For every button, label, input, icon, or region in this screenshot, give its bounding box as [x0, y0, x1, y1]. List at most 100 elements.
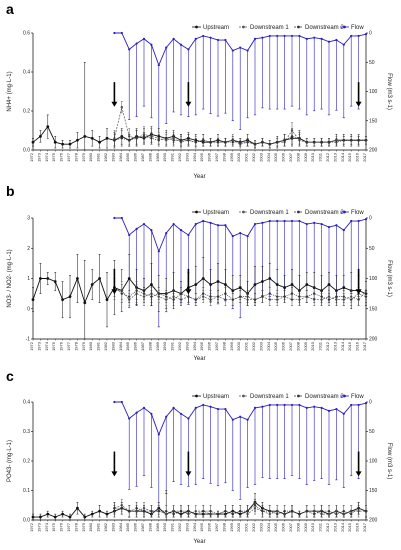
- flow-point: [335, 224, 338, 227]
- flow-point: [231, 418, 234, 421]
- x-tick-label: 1991: [170, 152, 175, 162]
- series-point-upstream: [105, 512, 109, 516]
- series-point-upstream: [231, 289, 235, 292]
- x-tick-label: 1983: [110, 341, 115, 351]
- flow-point: [231, 49, 234, 52]
- flow-point: [261, 36, 264, 39]
- flow-point: [165, 415, 168, 418]
- x-tick-label: 2011: [318, 522, 323, 531]
- series-point-downstream2: [128, 139, 131, 142]
- y-tick-label-right: 150: [369, 488, 378, 494]
- x-tick-label: 2008: [295, 341, 300, 351]
- y-tick-label: 0.6: [23, 31, 30, 37]
- flow-point: [194, 222, 197, 226]
- flow-point: [172, 37, 175, 40]
- x-tick-label: 1981: [96, 522, 101, 532]
- x-tick-label: 1981: [96, 341, 101, 351]
- x-tick-label: 2008: [295, 522, 300, 532]
- series-point-downstream2: [276, 512, 279, 516]
- series-point-downstream2: [179, 509, 183, 513]
- series-point-downstream2: [335, 512, 338, 516]
- series-point-downstream2: [290, 135, 294, 138]
- flow-point: [224, 407, 227, 411]
- x-tick-label: 2005: [273, 341, 278, 351]
- series-point-downstream2: [335, 141, 338, 144]
- flow-point: [120, 31, 123, 35]
- series-point-upstream: [76, 277, 79, 280]
- series-point-downstream2: [209, 509, 212, 513]
- series-point-downstream2: [128, 295, 131, 298]
- series-line-upstream: [33, 501, 367, 518]
- panel-label: c: [6, 368, 14, 384]
- series-point-downstream2: [202, 292, 205, 295]
- flow-point: [128, 48, 131, 51]
- series-point-upstream: [327, 283, 331, 286]
- series-point-downstream2: [239, 509, 242, 513]
- legend-marker: [195, 25, 198, 29]
- series-point-downstream2: [239, 295, 242, 298]
- x-tick-label: 2004: [266, 152, 271, 162]
- x-tick-label: 2002: [251, 522, 256, 532]
- series-point-downstream2: [283, 295, 286, 298]
- x-tick-label: 1998: [221, 522, 226, 532]
- x-tick-label: 2006: [281, 152, 286, 162]
- x-tick-label: 1987: [140, 152, 145, 162]
- series-point-upstream: [83, 515, 87, 519]
- x-tick-label: 1998: [221, 341, 226, 351]
- flow-point: [165, 46, 168, 49]
- event-arrow-head: [355, 471, 362, 477]
- x-tick-label: 1978: [73, 522, 78, 532]
- legend-marker: [343, 394, 346, 398]
- x-tick-label: 1979: [81, 341, 86, 351]
- x-tick-label: 2009: [303, 341, 308, 351]
- flow-point: [172, 222, 175, 226]
- x-tick-label: 1982: [103, 522, 108, 532]
- series-point-downstream2: [276, 141, 279, 144]
- x-tick-label: 1993: [184, 152, 189, 162]
- series-point-downstream2: [283, 509, 286, 513]
- series-point-downstream2: [342, 139, 345, 142]
- series-point-upstream: [90, 136, 94, 140]
- series-point-downstream2: [298, 295, 301, 298]
- flow-point: [290, 403, 294, 407]
- x-tick-label: 1990: [162, 341, 167, 351]
- x-tick-label: 2004: [266, 522, 271, 532]
- flow-point: [120, 400, 123, 404]
- y-tick-label-right: 0: [369, 216, 372, 222]
- series-point-upstream: [127, 277, 131, 280]
- series-point-downstream2: [298, 137, 301, 140]
- x-tick-label: 2008: [295, 152, 300, 162]
- x-tick-label: 2000: [236, 341, 241, 351]
- legend-marker: [343, 25, 346, 29]
- series-point-downstream2: [120, 292, 124, 295]
- y-tick-label-right: 200: [369, 518, 378, 524]
- flow-point: [135, 227, 138, 230]
- series-point-upstream: [46, 277, 50, 280]
- series-point-downstream2: [187, 509, 190, 513]
- flow-point: [253, 222, 257, 226]
- series-point-downstream2: [239, 141, 242, 144]
- flow-point: [327, 40, 331, 43]
- x-tick-label: 2006: [281, 341, 286, 351]
- x-tick-label: 1996: [207, 341, 212, 351]
- x-tick-label: 1975: [51, 341, 56, 351]
- x-tick-label: 2001: [244, 522, 249, 532]
- series-point-upstream: [61, 512, 64, 516]
- flow-point: [246, 235, 249, 238]
- series-point-upstream: [83, 301, 87, 305]
- series-point-upstream: [201, 277, 205, 280]
- legend-label: Upstream: [203, 394, 229, 400]
- x-axis-title: Year: [193, 356, 205, 362]
- flow-point: [342, 412, 345, 415]
- x-tick-label: 2009: [303, 522, 308, 532]
- series-point-upstream: [31, 140, 35, 144]
- event-arrow-head: [185, 471, 192, 477]
- series-point-upstream: [68, 295, 72, 299]
- series-point-upstream: [98, 509, 101, 513]
- series-point-downstream2: [364, 295, 368, 298]
- flow-point: [342, 229, 345, 232]
- flow-point: [224, 38, 227, 42]
- series-point-downstream2: [276, 295, 279, 298]
